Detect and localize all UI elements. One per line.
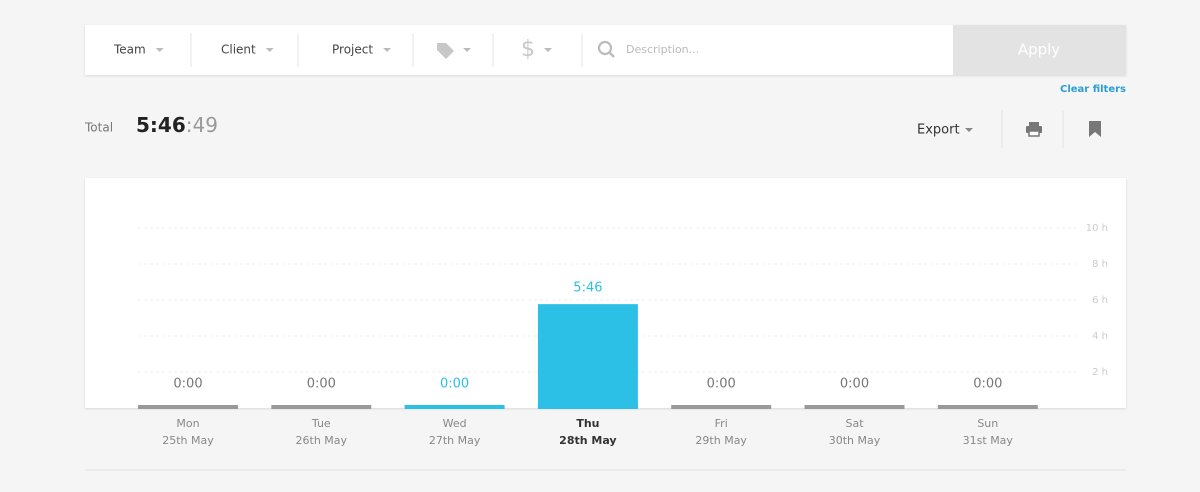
x-tick-label: Mon (176, 417, 199, 430)
billable-filter[interactable]: $ (521, 37, 552, 62)
total-seconds: :49 (186, 113, 218, 137)
x-tick-sublabel: 31st May (963, 434, 1014, 447)
caret (265, 48, 274, 52)
x-tick-label: Thu (576, 417, 599, 430)
search[interactable]: Description... (597, 40, 699, 58)
value-label: 0:00 (840, 377, 869, 392)
y-tick-label: 4 h (1092, 331, 1108, 342)
value-label: 0:00 (707, 377, 736, 392)
x-tick-sublabel: 30th May (829, 434, 881, 447)
search-placeholder: Description... (626, 43, 699, 56)
value-label: 0:00 (173, 377, 202, 392)
tag-icon (437, 43, 454, 59)
bar-baseline (404, 405, 505, 409)
filter-bar (85, 25, 1126, 75)
y-tick-label: 8 h (1092, 259, 1108, 270)
x-tick-label: Sun (977, 417, 998, 430)
bar-baseline (937, 405, 1038, 409)
caret (463, 48, 471, 52)
x-tick-sublabel: 25th May (162, 434, 214, 447)
value-label: 0:00 (440, 377, 469, 392)
billable-icon: $ (521, 37, 535, 62)
caret (155, 48, 164, 52)
search-icon (597, 40, 613, 56)
search-icon (608, 51, 615, 58)
x-tick-sublabel: 28th May (559, 434, 616, 447)
bar (537, 304, 638, 408)
clear-filters[interactable]: Clear filters (1060, 84, 1126, 95)
value-label: 5:46 (573, 281, 602, 296)
apply-label[interactable]: Apply (1018, 41, 1060, 59)
total-label: Total (84, 121, 113, 135)
value-label: 0:00 (973, 377, 1002, 392)
x-tick-sublabel: 29th May (695, 434, 747, 447)
caret (383, 48, 392, 52)
bar-baseline (138, 405, 238, 409)
print-button[interactable] (1026, 122, 1042, 137)
x-tick-sublabel: 26th May (296, 434, 348, 447)
y-tick-label: 2 h (1092, 367, 1108, 378)
x-tick-label: Wed (443, 417, 467, 430)
bookmark-button[interactable] (1089, 121, 1101, 137)
value-label: 0:00 (307, 377, 336, 392)
y-tick-label: 10 h (1086, 223, 1108, 234)
separators (190, 33, 583, 67)
x-tick-label: Fri (715, 417, 728, 430)
total-time: 5:46:49 (136, 113, 218, 137)
y-tick-label: 6 h (1092, 295, 1108, 306)
apply-button[interactable] (953, 25, 1126, 75)
caret (965, 128, 973, 132)
x-tick-label: Sat (845, 417, 864, 430)
filter-dropdown[interactable]: Client (221, 43, 256, 57)
caret (544, 48, 552, 52)
x-tick-sublabel: 27th May (429, 434, 481, 447)
filter-dropdown[interactable]: Project (332, 43, 373, 57)
export-button[interactable]: Export (917, 123, 960, 138)
x-tick-label: Tue (311, 417, 331, 430)
total-hm: 5:46 (136, 113, 186, 137)
bar-baseline (804, 405, 905, 409)
tag-filter[interactable] (437, 43, 471, 59)
filter-dropdown[interactable]: Team (113, 43, 146, 57)
bar-baseline (671, 405, 772, 409)
bar-baseline (271, 405, 372, 409)
